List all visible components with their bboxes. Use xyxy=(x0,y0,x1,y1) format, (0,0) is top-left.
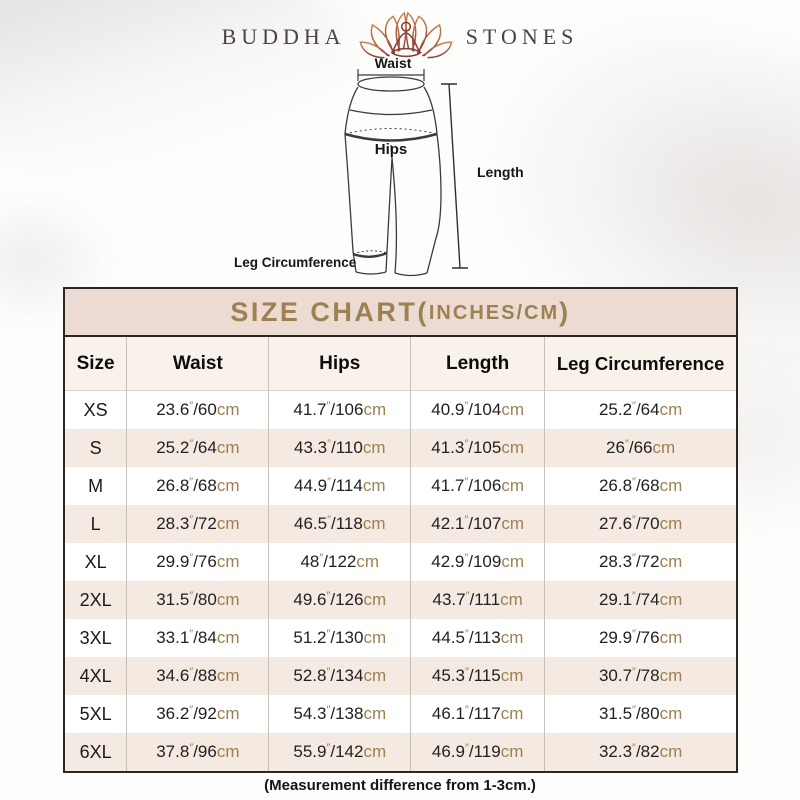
size-chart-title: SIZE CHART(INCHES/CM) xyxy=(65,289,736,337)
hips-value: 49.6″/126cm xyxy=(268,581,412,619)
size-label: 2XL xyxy=(65,581,128,619)
size-row: XL 29.9″/76cm 48″/122cm 42.9″/109cm 28.3″/72… xyxy=(65,543,736,581)
size-label: L xyxy=(65,505,128,543)
size-row: S 25.2″/64cm 43.3″/110cm 41.3″/105cm 26″/66c… xyxy=(65,429,736,467)
hips-value: 41.7″/106cm xyxy=(268,390,412,429)
col-header-leg-circumference: Leg Circumference xyxy=(544,337,736,391)
size-row: 3XL 33.1″/84cm 51.2″/130cm 44.5″/113cm 29.9″… xyxy=(65,619,736,657)
title-main: SIZE CHART( xyxy=(230,296,429,327)
hips-value: 51.2″/130cm xyxy=(268,619,412,657)
leg-circumference-value: 27.6″/70cm xyxy=(598,514,683,533)
length-value: 40.9″/104cm xyxy=(410,390,546,429)
leg-circumference-value: 25.2″/64cm xyxy=(598,400,683,419)
length-value: 42.1″/107cm xyxy=(410,505,546,543)
size-label: XL xyxy=(65,543,128,581)
size-row: 6XL 37.8″/96cm 55.9″/142cm 46.9″/119cm 32.3″… xyxy=(65,733,736,771)
hips-value: 46.5″/118cm xyxy=(268,505,412,543)
size-table-body: XS 23.6″/60cm 41.7″/106cm 40.9″/104cm 25.2″/… xyxy=(65,390,736,771)
title-close: ) xyxy=(559,296,571,327)
length-value: 46.1″/117cm xyxy=(410,695,546,733)
diagram-label-length: Length xyxy=(477,164,524,180)
col-header-length: Length xyxy=(410,337,546,391)
size-label: S xyxy=(65,429,128,467)
hips-value: 52.8″/134cm xyxy=(268,657,412,695)
pants-measurement-diagram: Waist Hips Length Leg Circumference xyxy=(230,55,530,292)
waist-value: 23.6″/60cm xyxy=(126,390,270,429)
length-value: 42.9″/109cm xyxy=(410,543,546,581)
length-value: 41.3″/105cm xyxy=(410,429,546,467)
brand-name-left: BUDDHA xyxy=(221,24,346,49)
waist-value: 31.5″/80cm xyxy=(126,581,270,619)
size-row: 5XL 36.2″/92cm 54.3″/138cm 46.1″/117cm 31.5″… xyxy=(65,695,736,733)
measurement-note: (Measurement difference from 1-3cm.) xyxy=(264,777,536,794)
col-header-hips: Hips xyxy=(268,337,412,391)
length-value: 41.7″/106cm xyxy=(410,467,546,505)
waist-value: 34.6″/88cm xyxy=(126,657,270,695)
length-value: 45.3″/115cm xyxy=(410,657,546,695)
title-unit: INCHES/CM xyxy=(428,302,560,324)
size-row: 4XL 34.6″/88cm 52.8″/134cm 45.3″/115cm 30.7″… xyxy=(65,657,736,695)
size-label: M xyxy=(65,467,128,505)
lotus-meditation-icon xyxy=(358,6,454,68)
length-value: 43.7″/111cm xyxy=(410,581,546,619)
waist-value: 29.9″/76cm xyxy=(126,543,270,581)
size-label: 6XL xyxy=(65,733,128,771)
header-row: Size Waist Hips Length Leg Circumference xyxy=(65,337,736,391)
waist-value: 33.1″/84cm xyxy=(126,619,270,657)
brand-name-right: STONES xyxy=(465,24,579,49)
leg-circumference-value: 30.7″/78cm xyxy=(598,666,683,685)
diagram-label-waist: Waist xyxy=(374,55,412,71)
size-chart: SIZE CHART(INCHES/CM) Size Waist Hips Le… xyxy=(63,287,738,773)
leg-circumference-value: 29.9″/76cm xyxy=(598,628,683,647)
col-header-size: Size xyxy=(65,337,128,391)
hips-value: 44.9″/114cm xyxy=(268,467,412,505)
size-label: XS xyxy=(65,390,128,429)
size-label: 5XL xyxy=(65,695,128,733)
size-table: Size Waist Hips Length Leg Circumference… xyxy=(65,337,736,771)
waist-value: 37.8″/96cm xyxy=(126,733,270,771)
leg-circumference-value: 32.3″/82cm xyxy=(598,742,683,761)
brand-header: BUDDHA xyxy=(0,6,800,68)
diagram-label-leg-circumference: Leg Circumference xyxy=(234,255,357,270)
pants-outline-drawing xyxy=(344,69,468,277)
leg-circumference-value: 31.5″/80cm xyxy=(598,704,683,723)
size-label: 3XL xyxy=(65,619,128,657)
leg-circumference-value: 28.3″/72cm xyxy=(598,552,683,571)
size-label: 4XL xyxy=(65,657,128,695)
hips-value: 48″/122cm xyxy=(268,543,412,581)
waist-value: 26.8″/68cm xyxy=(126,467,270,505)
leg-circumference-value: 29.1″/74cm xyxy=(598,590,683,609)
hips-value: 54.3″/138cm xyxy=(268,695,412,733)
waist-value: 36.2″/92cm xyxy=(126,695,270,733)
col-header-waist: Waist xyxy=(126,337,270,391)
leg-circumference-value: 26″/66cm xyxy=(606,438,676,457)
hips-value: 55.9″/142cm xyxy=(268,733,412,771)
leg-circumference-value: 26.8″/68cm xyxy=(598,476,683,495)
diagram-label-hips: Hips xyxy=(374,141,408,158)
size-row: M 26.8″/68cm 44.9″/114cm 41.7″/106cm 26.8″/6… xyxy=(65,467,736,505)
size-table-header: Size Waist Hips Length Leg Circumference xyxy=(65,337,736,391)
hips-value: 43.3″/110cm xyxy=(268,429,412,467)
length-value: 46.9″/119cm xyxy=(410,733,546,771)
waist-value: 28.3″/72cm xyxy=(126,505,270,543)
waist-value: 25.2″/64cm xyxy=(126,429,270,467)
size-row: 2XL 31.5″/80cm 49.6″/126cm 43.7″/111cm 29.1″… xyxy=(65,581,736,619)
length-value: 44.5″/113cm xyxy=(410,619,546,657)
size-row: XS 23.6″/60cm 41.7″/106cm 40.9″/104cm 25.2″/… xyxy=(65,390,736,429)
size-row: L 28.3″/72cm 46.5″/118cm 42.1″/107cm 27.6″/7… xyxy=(65,505,736,543)
